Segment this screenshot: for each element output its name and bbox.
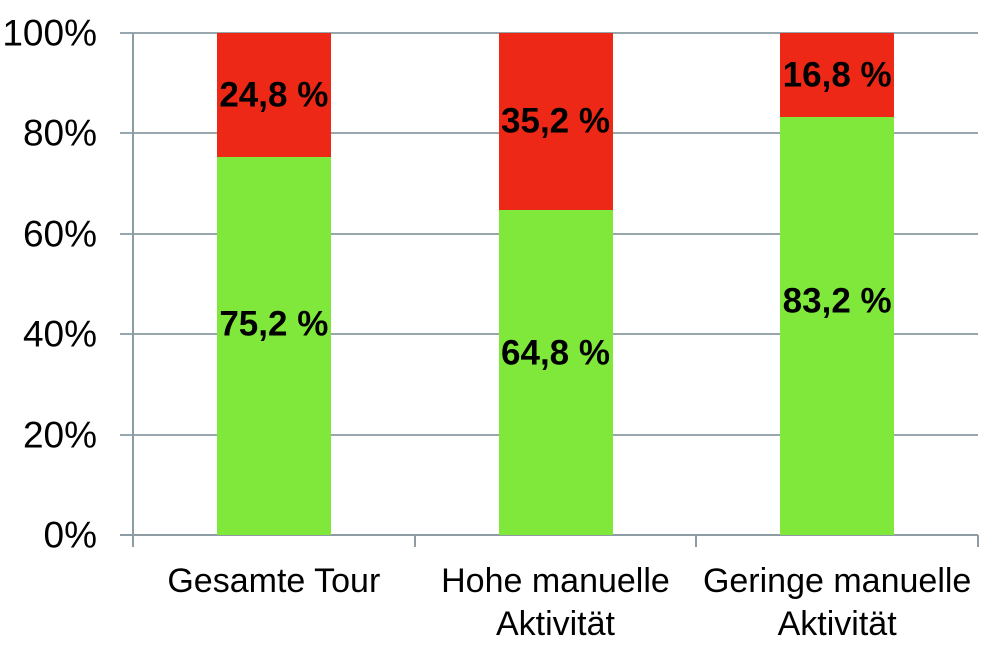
y-axis-tick-label: 100% bbox=[2, 12, 97, 54]
x-axis-category-label: Hohe manuelle Aktivität bbox=[441, 562, 670, 644]
bar-segment-green bbox=[216, 157, 331, 535]
bar-segment-red bbox=[780, 33, 895, 118]
y-axis-line bbox=[132, 33, 134, 547]
data-label-red: 24,8 % bbox=[219, 75, 329, 115]
bar-segment-red bbox=[498, 33, 613, 210]
bar-segment-red bbox=[216, 33, 331, 158]
bar-segment-green bbox=[780, 117, 895, 535]
data-label-green: 75,2 % bbox=[219, 304, 329, 344]
y-axis-tick-label: 80% bbox=[22, 112, 97, 154]
bar-segment-green bbox=[498, 209, 613, 535]
x-axis-tick bbox=[695, 535, 698, 547]
x-axis-tick bbox=[413, 535, 416, 547]
y-axis-tick-label: 40% bbox=[22, 313, 97, 355]
x-axis-category-label: Geringe manuelle Aktivität bbox=[702, 562, 972, 644]
y-axis-tick-label: 0% bbox=[43, 514, 97, 556]
x-axis-category-label: Gesamte Tour bbox=[167, 562, 381, 600]
x-axis-tick bbox=[977, 535, 979, 547]
data-label-green: 64,8 % bbox=[501, 333, 610, 373]
data-label-green: 83,2 % bbox=[782, 281, 892, 321]
x-axis-line bbox=[120, 534, 978, 536]
y-axis-tick-label: 20% bbox=[22, 414, 97, 456]
data-label-red: 35,2 % bbox=[501, 101, 610, 141]
y-axis-tick-label: 60% bbox=[22, 213, 97, 255]
data-label-red: 16,8 % bbox=[782, 55, 892, 95]
